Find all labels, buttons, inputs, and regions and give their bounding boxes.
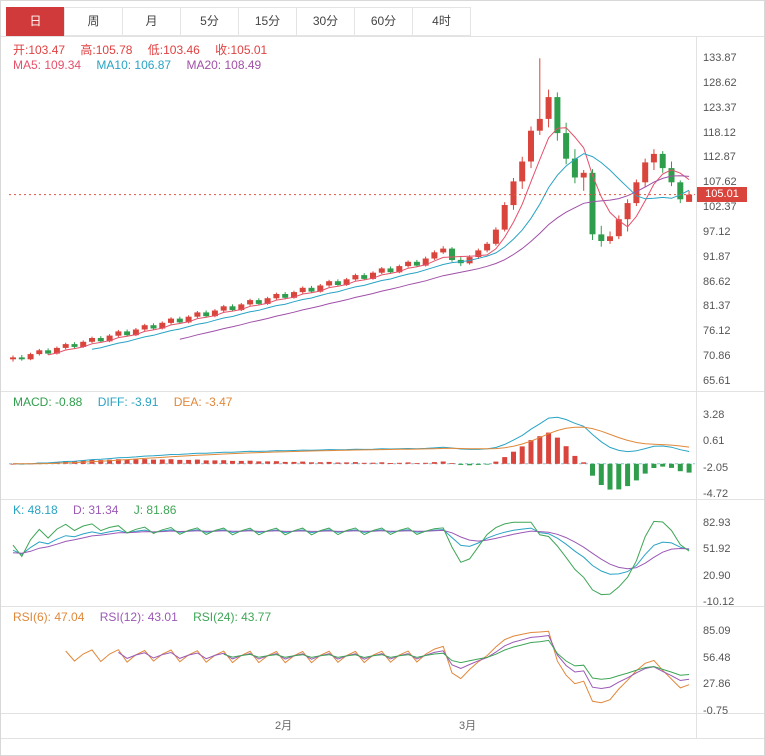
rsi-axis-label: -0.75 [703,705,729,717]
high-text: 高:105.78 [80,43,133,57]
axis-column-separator [696,36,697,738]
kdj-axis-label: 51.92 [703,543,731,555]
rsi-axis-label: 85.09 [703,625,731,637]
diff-value-text: DIFF: -3.91 [97,395,159,409]
ma20-text: MA20: 108.49 [186,58,262,72]
price-axis-label: 91.87 [703,250,731,263]
x-axis-month-label: 3月 [459,720,477,732]
macd-lines [12,416,690,465]
kdj-lines [12,520,690,596]
kdj-rsi-separator [1,606,764,607]
tab-15min[interactable]: 15分 [238,7,297,36]
tab-4hour[interactable]: 4时 [412,7,471,36]
tab-day[interactable]: 日 [6,7,65,36]
timeframe-tabbar: 日 周 月 5分 15分 30分 60分 4时 [6,7,471,36]
rsi-header: RSI(6): 47.04 RSI(12): 43.01 RSI(24): 43… [13,610,283,624]
tabbar-separator [1,36,764,37]
rsi-axis-label: 27.86 [703,678,731,690]
dea-value-text: DEA: -3.47 [173,395,233,409]
price-axis-label: 133.87 [703,52,737,64]
macd-value-text: MACD: -0.88 [13,395,83,409]
tab-60min[interactable]: 60分 [354,7,413,36]
rsi-lines [65,630,690,704]
ma-info-row: MA5: 109.34 MA10: 106.87 MA20: 108.49 [13,58,273,72]
ma5-text: MA5: 109.34 [13,58,82,72]
price-axis-label: 70.86 [703,350,731,363]
macd-axis-label: 0.61 [703,435,725,447]
price-axis-label: 107.62 [703,176,737,189]
tab-5min[interactable]: 5分 [180,7,239,36]
macd-kdj-separator [1,499,764,500]
ma-lines [47,127,690,356]
d-value-text: D: 31.34 [73,503,119,517]
kdj-axis-label: -10.12 [703,596,735,608]
kdj-axis-label: 82.93 [703,517,731,529]
macd-histogram [10,432,692,490]
kdj-header: K: 48.18 D: 31.34 J: 81.86 [13,503,188,517]
ma10-text: MA10: 106.87 [96,58,172,72]
macd-axis-label: -2.05 [703,462,729,474]
rsi12-value-text: RSI(12): 43.01 [99,610,178,624]
rsi24-value-text: RSI(24): 43.77 [193,610,272,624]
price-axis-label: 112.87 [703,151,736,164]
open-text: 开:103.47 [13,43,66,57]
price-axis-label: 118.12 [703,126,736,139]
rsi-xaxis-separator [1,713,764,714]
price-macd-separator [1,391,764,392]
k-value-text: K: 48.18 [13,503,58,517]
tab-week[interactable]: 周 [64,7,123,36]
price-axis-label: 76.12 [703,325,731,338]
price-axis-label: 65.61 [703,374,731,387]
j-value-text: J: 81.86 [133,503,177,517]
price-axis-label: 128.62 [703,76,737,89]
rsi-axis-label: 56.48 [703,652,731,664]
ohlc-info-row: 开:103.47 高:105.78 低:103.46 收:105.01 [13,41,279,58]
close-text: 收:105.01 [215,43,268,57]
rsi6-value-text: RSI(6): 47.04 [13,610,85,624]
price-axis-label: 97.12 [703,225,731,238]
last-price-badge: 105.01 [697,187,747,203]
price-axis-label: 86.62 [703,275,731,288]
macd-axis-label: 3.28 [703,409,725,421]
x-axis-month-label: 2月 [275,720,293,732]
macd-header: MACD: -0.88 DIFF: -3.91 DEA: -3.47 [13,395,244,409]
price-axis-label: 102.37 [703,201,737,214]
candlesticks [10,58,693,362]
tab-month[interactable]: 月 [122,7,181,36]
price-axis-label: 81.37 [703,300,731,313]
bottom-line [1,738,764,739]
price-axis-label: 123.37 [703,101,737,114]
tab-30min[interactable]: 30分 [296,7,355,36]
kdj-axis-label: 20.90 [703,570,731,582]
low-text: 低:103.46 [147,43,200,57]
macd-axis-label: -4.72 [703,488,729,500]
